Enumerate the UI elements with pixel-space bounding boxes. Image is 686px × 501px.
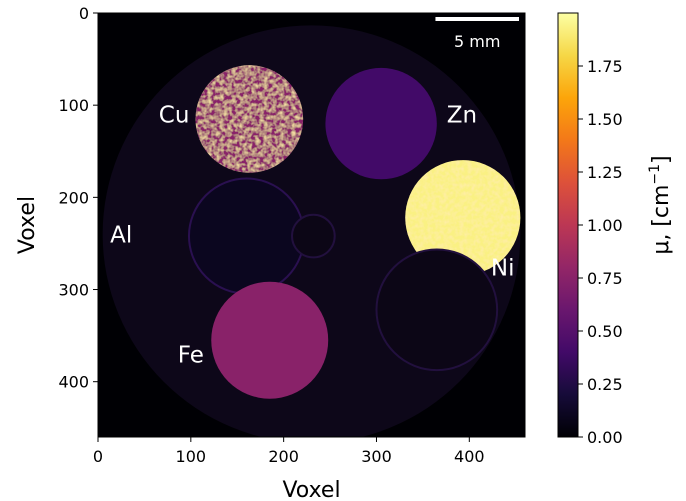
sample-label-al: Al [110,223,132,249]
empty-sample-6 [291,213,336,259]
ct-slice-image: Cu Zn Ni Al Fe [97,12,526,438]
sample-ni [405,160,521,276]
colorbar-label-end: ] [649,155,674,164]
colorbar-tick-label: 0.00 [587,428,623,447]
y-tick-label: 100 [58,96,89,115]
sample-al [187,177,306,295]
colorbar-tick-label: 1.00 [587,216,623,235]
sample-label-zn: Zn [447,103,477,129]
colorbar: 0.00 0.25 0.50 0.75 1.00 1.25 1.50 1.75 μ, [cm−… [557,12,674,447]
colorbar-label-main: μ, [cm [649,185,674,255]
colorbar-tick-label: 1.75 [587,57,623,76]
colorbar-ticks: 0.00 0.25 0.50 0.75 1.00 1.25 1.50 1.75 [578,57,623,447]
colorbar-tick-label: 1.25 [587,163,623,182]
x-tick-label: 300 [361,447,392,466]
sample-label-ni: Ni [491,256,515,282]
y-tick-label: 0 [79,4,89,23]
colorbar-label-sup: −1 [647,164,663,185]
colorbar-tick-label: 1.50 [587,110,623,129]
y-axis-ticks: 0 100 200 300 400 [58,4,98,392]
x-tick-label: 0 [93,447,103,466]
sample-zn [325,67,437,180]
x-tick-label: 200 [268,447,299,466]
scale-bar: 5 mm [435,17,519,51]
sample-layer: Cu Zn Ni Al Fe [102,25,521,437]
y-tick-label: 200 [58,188,89,207]
colorbar-tick-label: 0.75 [587,269,623,288]
colorbar-gradient [557,12,579,438]
colorbar-label: μ, [cm−1] [647,155,674,254]
sample-label-fe: Fe [178,342,204,368]
y-axis-label: Voxel [15,196,40,254]
scale-bar-label: 5 mm [454,32,500,51]
sample-fe [211,281,329,399]
colorbar-tick-label: 0.50 [587,322,623,341]
x-tick-label: 400 [454,447,485,466]
sample-cu [195,65,304,173]
x-axis-ticks: 0 100 200 300 400 [93,437,485,466]
x-tick-label: 100 [176,447,207,466]
y-tick-label: 400 [58,373,89,392]
axes-frame [97,12,526,438]
sample-label-cu: Cu [159,103,190,129]
x-axis-label: Voxel [282,478,340,501]
colorbar-tick-label: 0.25 [587,375,623,394]
y-tick-label: 300 [58,281,89,300]
empty-sample-5 [375,248,499,372]
